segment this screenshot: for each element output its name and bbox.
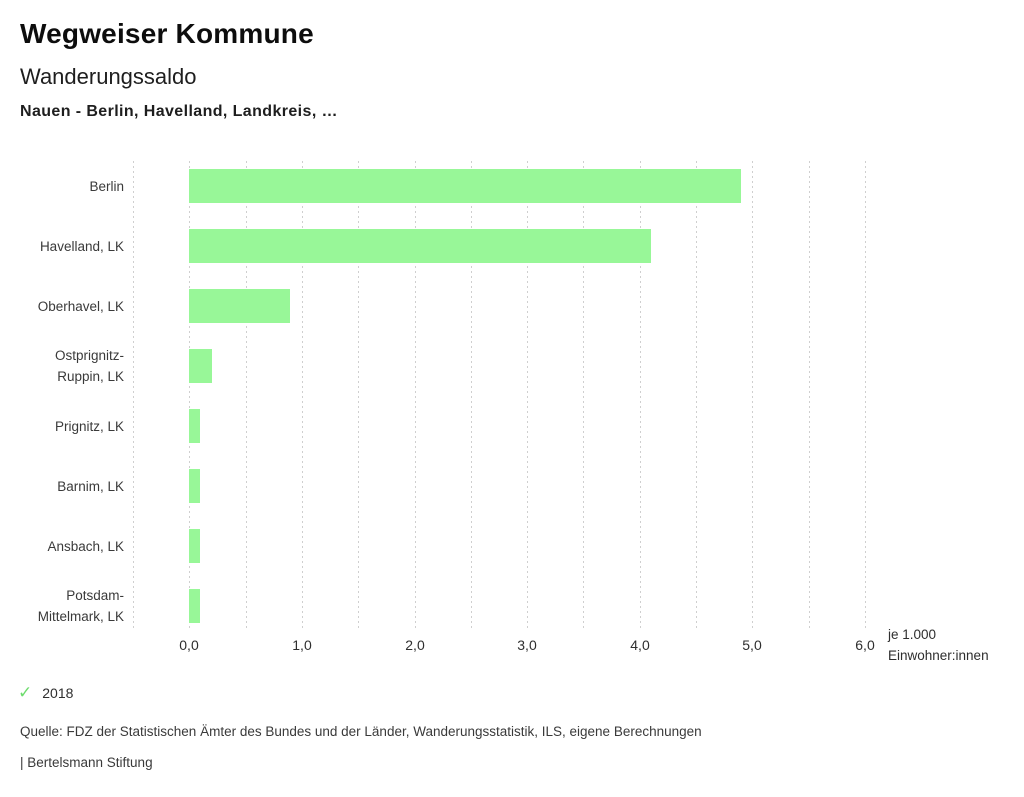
x-tick-label: 0,0 (179, 637, 199, 653)
gridline (583, 161, 584, 631)
bar[interactable] (189, 469, 200, 503)
x-tick-label: 5,0 (742, 637, 762, 653)
gridline (415, 161, 416, 631)
bar[interactable] (189, 529, 200, 563)
bar[interactable] (189, 589, 200, 623)
legend-year-label: 2018 (42, 684, 74, 701)
x-tick-label: 1,0 (292, 637, 312, 653)
category-label: Berlin (89, 178, 124, 194)
x-tick-label: 4,0 (630, 637, 650, 653)
gridline (358, 161, 359, 631)
bar[interactable] (189, 229, 651, 263)
chart-selection-subtitle: Nauen - Berlin, Havelland, Landkreis, … (20, 103, 338, 120)
gridline (471, 161, 472, 631)
legend-item-2018[interactable]: ✓ 2018 (18, 684, 73, 701)
x-tick-label: 3,0 (517, 637, 537, 653)
chart-title: Wanderungssaldo (20, 64, 197, 89)
source-text: Quelle: FDZ der Statistischen Ämter des … (20, 724, 702, 739)
bar[interactable] (189, 349, 212, 383)
gridline (246, 161, 247, 631)
category-label: Havelland, LK (39, 238, 124, 254)
gridline (640, 161, 641, 631)
category-label: Barnim, LK (57, 478, 124, 494)
gridline (752, 161, 753, 631)
gridline (527, 161, 528, 631)
gridline (189, 161, 190, 631)
category-label: Ostprignitz-Ruppin, LK (54, 348, 124, 384)
gridline (696, 161, 697, 631)
x-axis-unit-label: je 1.000 Einwohner:innen (888, 627, 989, 663)
category-label: Prignitz, LK (54, 418, 124, 434)
gridline (865, 161, 866, 631)
category-label: Ansbach, LK (47, 538, 124, 554)
x-tick-label: 2,0 (405, 637, 425, 653)
page-title: Wegweiser Kommune (20, 18, 314, 49)
branding-text: | Bertelsmann Stiftung (20, 755, 153, 770)
x-tick-label: 6,0 (855, 637, 875, 653)
category-label: Potsdam-Mittelmark, LK (37, 588, 124, 624)
bar[interactable] (189, 289, 290, 323)
gridline (133, 161, 134, 631)
bar[interactable] (189, 409, 200, 443)
category-label: Oberhavel, LK (37, 298, 124, 314)
check-icon: ✓ (18, 683, 33, 702)
gridline (302, 161, 303, 631)
gridline (809, 161, 810, 631)
bar[interactable] (189, 169, 741, 203)
